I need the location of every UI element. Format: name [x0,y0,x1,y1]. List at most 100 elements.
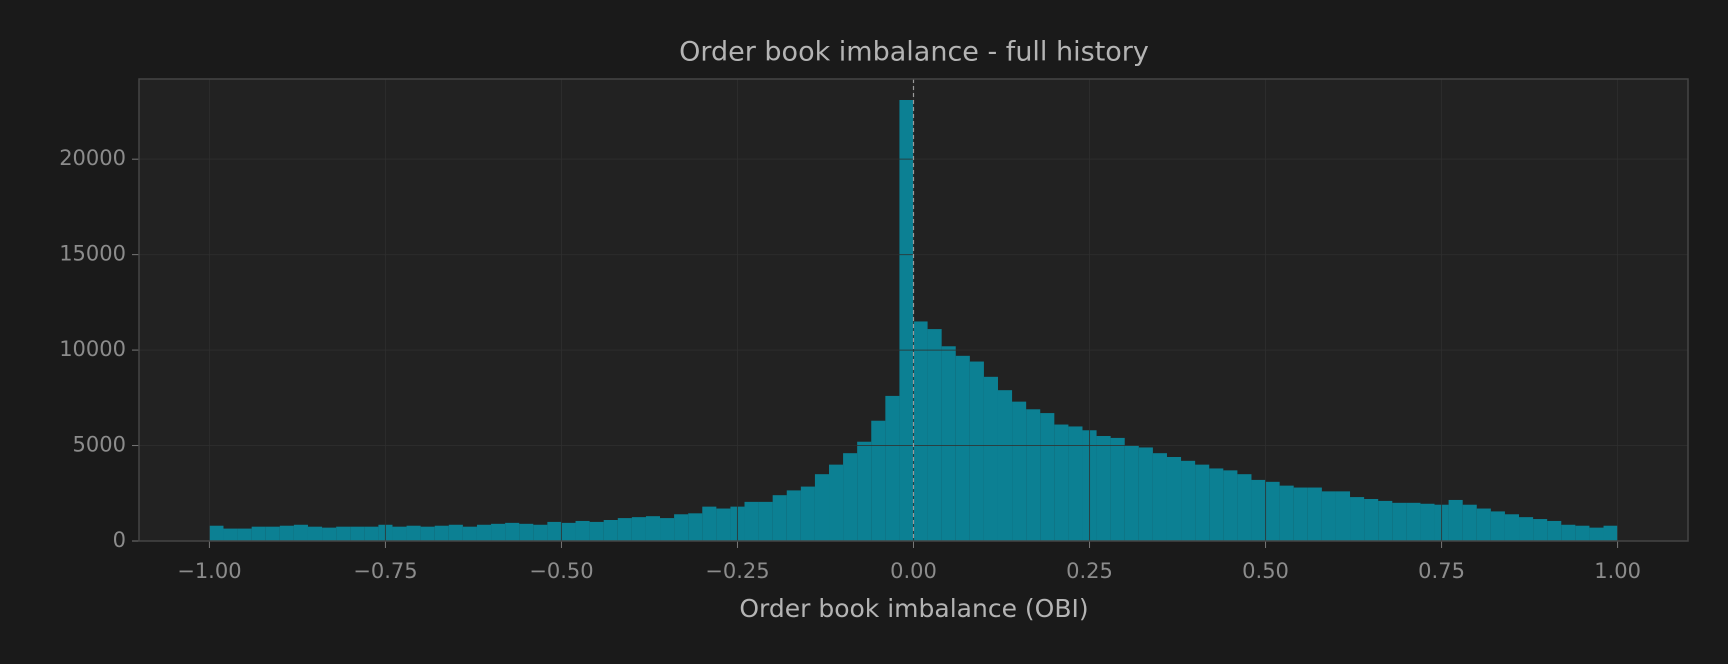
bar [1547,520,1562,541]
bar [476,524,492,541]
bar [547,521,562,541]
bar [617,518,632,541]
bar [871,420,886,541]
bar [1195,464,1210,541]
bar [1012,401,1027,541]
bar [1138,447,1153,541]
bar [843,453,858,541]
bar [265,526,280,541]
bar [1378,500,1393,541]
bar [645,516,661,541]
bar [1561,524,1576,541]
bar [1420,503,1435,541]
bar [997,390,1013,541]
bar [941,346,956,541]
bar [1279,485,1294,541]
plot-frame [138,78,1689,542]
bar [1026,409,1041,541]
bar [1448,499,1463,541]
bar [462,526,477,541]
bar [1152,453,1167,541]
bar [1392,502,1407,541]
bar [336,526,351,541]
y-tick-label: 0 [113,528,126,552]
bar [223,528,238,541]
bar [448,524,463,541]
bar [1181,460,1196,541]
bar [969,361,984,541]
x-tick-label: 0.50 [1242,559,1289,583]
bar [1265,481,1280,541]
bar [293,524,308,541]
bar [829,464,844,541]
bar [1504,514,1520,541]
bar [1237,474,1252,541]
bar [772,495,787,541]
bar [674,514,689,541]
bar [1350,497,1365,541]
bar [561,522,576,541]
x-tick-label: 1.00 [1594,559,1641,583]
bar [364,526,379,541]
bar [1335,491,1351,541]
bar [955,355,970,541]
bar [1321,491,1336,541]
bar [589,521,604,541]
bar [927,329,942,541]
x-tick-label: 0.75 [1418,559,1465,583]
bar [1575,525,1590,541]
bar [1490,511,1505,541]
bar [660,518,675,541]
bar [688,513,703,541]
bar [434,525,449,541]
bar [1476,508,1491,541]
bar [307,526,323,541]
bar [251,526,266,541]
bar [491,523,506,541]
bar [702,506,717,541]
bar [1209,468,1224,541]
bar [758,501,773,541]
bar [983,376,998,541]
y-tick-label: 20000 [59,146,126,170]
bar [1533,519,1548,541]
bar [279,525,294,541]
bar [1040,413,1055,541]
y-tick-label: 10000 [59,337,126,361]
x-tick-label: 0.00 [890,559,937,583]
bar [1166,457,1182,541]
bar [716,508,731,541]
bar [800,486,815,541]
bar [899,100,914,541]
bar [1364,499,1379,541]
bar [350,526,365,541]
bar [406,525,421,541]
bar [209,525,224,541]
bar [237,528,252,541]
bar [1251,479,1266,541]
bar [1307,487,1322,541]
bar [814,474,830,541]
bar [603,520,618,541]
bar [1096,436,1111,541]
bar [1406,502,1421,541]
chart-title: Order book imbalance - full history [679,37,1149,68]
x-tick-label: −0.25 [705,559,769,583]
bar [1054,424,1069,541]
bar [1589,527,1604,541]
x-tick-label: −0.50 [529,559,593,583]
bar [744,501,759,541]
x-tick-label: −1.00 [177,559,241,583]
y-tick-label: 15000 [59,242,126,266]
bar [1519,517,1534,541]
bar [1110,437,1125,541]
bar [505,522,520,541]
bar [322,527,337,541]
x-tick-label: −0.75 [353,559,417,583]
bar [392,526,407,541]
bar [420,526,435,541]
bar [1462,504,1477,541]
bar [885,395,900,541]
bar [786,490,801,541]
